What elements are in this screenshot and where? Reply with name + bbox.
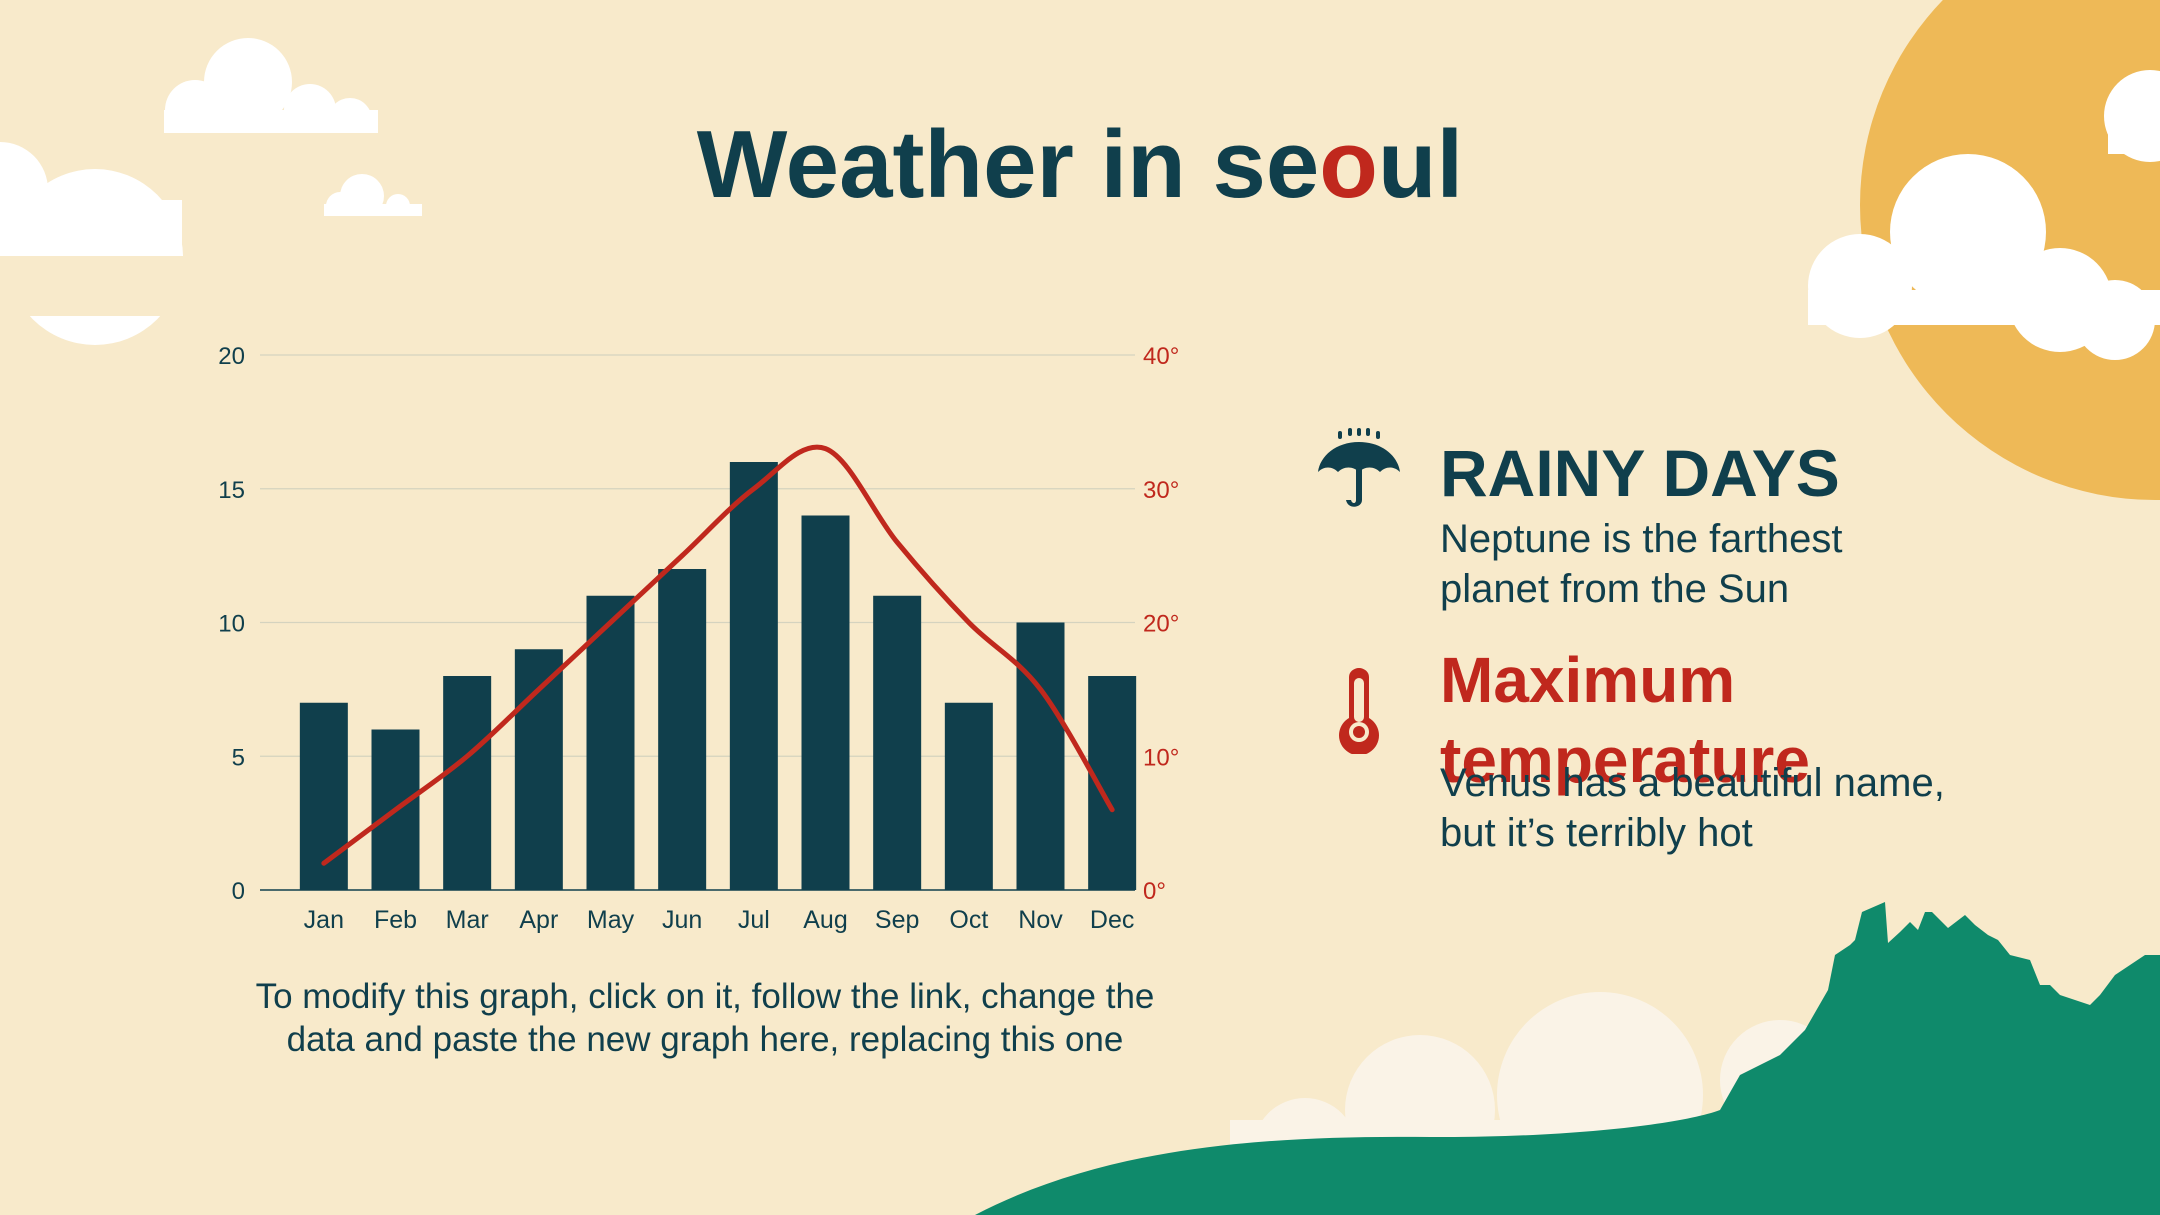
x-tick-label: Mar xyxy=(446,906,489,934)
temperature-line xyxy=(321,444,1115,866)
bar xyxy=(658,569,707,890)
y2-tick-label: 0° xyxy=(1143,878,1166,905)
y2-tick-label: 10° xyxy=(1143,744,1179,771)
bar xyxy=(944,702,993,890)
max-temperature-block: Maximum temperature Venus has a beautifu… xyxy=(1440,640,2140,855)
bar xyxy=(514,649,563,890)
y2-tick-label: 20° xyxy=(1143,611,1179,638)
umbrella-icon xyxy=(1318,428,1400,507)
max-temperature-description: Venus has a beautiful name, but it’s ter… xyxy=(1440,761,1945,855)
cloud xyxy=(315,174,430,236)
x-tick-label: Nov xyxy=(1018,906,1063,934)
x-tick-label: May xyxy=(587,906,635,934)
y-tick-label: 10 xyxy=(218,611,245,638)
cloud xyxy=(0,142,190,345)
bar xyxy=(1016,622,1065,890)
x-tick-label: Jan xyxy=(304,906,344,934)
y-tick-label: 5 xyxy=(232,744,245,771)
x-tick-label: Jun xyxy=(662,906,702,934)
x-tick-label: Sep xyxy=(875,906,919,934)
x-tick-label: Aug xyxy=(803,906,847,934)
rainy-days-description: Neptune is the farthest planet from the … xyxy=(1440,516,1843,611)
bar xyxy=(299,702,348,890)
y2-tick-label: 40° xyxy=(1143,343,1179,370)
bar xyxy=(443,676,492,890)
bar xyxy=(586,595,635,890)
rainy-days-heading: RAINY DAYS xyxy=(1440,436,1840,510)
bar xyxy=(801,515,850,890)
cloud xyxy=(1808,70,2160,360)
chart-note-line: data and paste the new graph here, repla… xyxy=(286,1020,1124,1059)
x-tick-label: Apr xyxy=(519,906,558,934)
bar xyxy=(873,595,922,890)
page-title: Weather in seoul xyxy=(696,111,1464,218)
thermometer-icon xyxy=(1339,668,1379,754)
chart-note-line: To modify this graph, click on it, follo… xyxy=(255,977,1155,1016)
y2-tick-label: 30° xyxy=(1143,477,1179,504)
y-tick-label: 20 xyxy=(218,343,245,370)
rainy-days-block: RAINY DAYS Neptune is the farthest plane… xyxy=(1440,437,2060,614)
title-accent-letter: o xyxy=(1319,111,1378,218)
x-tick-label: Oct xyxy=(949,906,988,934)
hill xyxy=(975,902,2160,1215)
y-tick-label: 0 xyxy=(232,878,245,905)
weather-chart[interactable]: 0 5 10 15 20 0° 10° 20° 30° 40° Jan Feb Mar Apr May Jun… xyxy=(180,320,1230,950)
x-tick-label: Jul xyxy=(738,906,770,934)
cloud xyxy=(150,38,390,163)
max-temperature-heading: Maximum temperature xyxy=(1440,644,1810,796)
x-tick-label: Dec xyxy=(1090,906,1134,934)
bar xyxy=(729,462,778,890)
x-tick-label: Feb xyxy=(374,906,417,934)
chart-note: To modify this graph, click on it, follo… xyxy=(180,975,1230,1061)
y-tick-label: 15 xyxy=(218,477,245,504)
